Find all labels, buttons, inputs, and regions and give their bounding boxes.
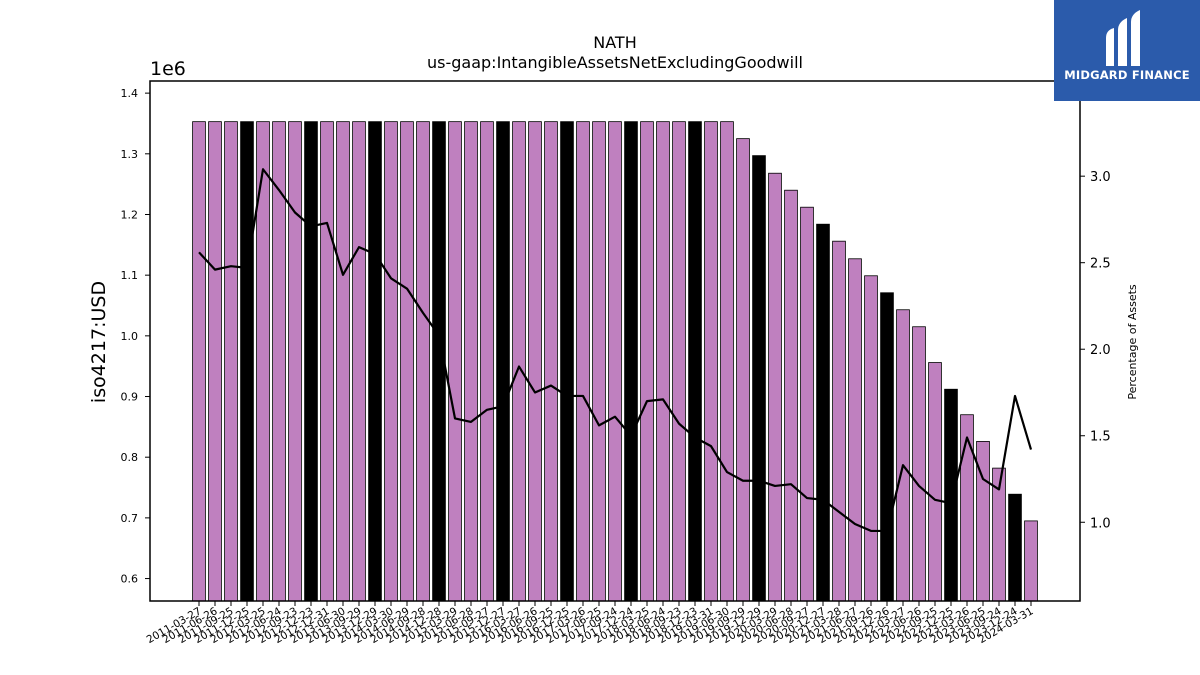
bar-2018-09-23 — [672, 121, 686, 602]
bar-2013-09-29 — [352, 121, 366, 602]
y-tick-label: 1.0 — [121, 330, 139, 343]
bar-2015-03-29 — [448, 121, 462, 602]
bar-2017-12-24 — [624, 121, 638, 602]
y-tick-label: 0.6 — [121, 573, 139, 586]
line-series-group — [198, 168, 1033, 533]
chart-subtitle: us-gaap:IntangibleAssetsNetExcludingGood… — [427, 53, 803, 72]
y-tick-label: 1.3 — [121, 148, 139, 161]
bar-2018-03-25 — [640, 121, 654, 602]
bar-2011-09-25 — [224, 121, 238, 602]
percentage-of-assets-line — [198, 168, 1033, 533]
bar-2018-06-24 — [656, 121, 670, 602]
bar-2012-12-31 — [320, 121, 334, 602]
bar-2016-06-26 — [528, 121, 542, 602]
bar-2016-03-27 — [512, 121, 526, 602]
bar-2015-09-27 — [480, 121, 494, 602]
y-tick-label: 1.2 — [121, 208, 139, 221]
bar-2011-03-27 — [192, 121, 206, 602]
y2-axis-label: Percentage of Assets — [1126, 284, 1139, 400]
bar-2012-06-24 — [272, 121, 286, 602]
bar-2022-12-25 — [944, 388, 958, 602]
bar-2019-06-30 — [720, 121, 734, 602]
bar-2022-09-25 — [928, 362, 942, 602]
bar-2020-12-27 — [816, 223, 830, 602]
bar-2021-06-27 — [848, 258, 862, 602]
bar-2022-03-27 — [896, 309, 910, 602]
x-axis: 2011-03-272011-06-262011-09-252011-12-25… — [145, 601, 1036, 646]
chart-title: NATH — [593, 33, 636, 52]
bar-2016-12-25 — [560, 121, 574, 602]
bar-2017-06-25 — [592, 121, 606, 602]
bar-2021-03-28 — [832, 240, 846, 602]
bar-2020-06-28 — [784, 189, 798, 602]
bar-2014-06-29 — [400, 121, 414, 602]
bar-2016-09-25 — [544, 121, 558, 602]
bar-2019-12-29 — [752, 155, 766, 602]
bar-2021-12-26 — [880, 292, 894, 602]
bar-2014-03-30 — [384, 121, 398, 602]
bar-2020-03-29 — [768, 172, 782, 602]
bar-2012-12-23 — [304, 121, 318, 602]
y-tick-label: 1.1 — [121, 269, 139, 282]
bar-2018-12-23 — [688, 121, 702, 602]
bar-group — [192, 121, 1038, 602]
bar-2017-09-24 — [608, 121, 622, 602]
y2-tick-label: 2.0 — [1090, 343, 1111, 358]
bar-2019-03-31 — [704, 121, 718, 602]
y2-tick-label: 2.5 — [1090, 257, 1111, 272]
midgard-finance-logo: MIDGARD FINANCE — [1054, 0, 1200, 101]
bar-2011-12-25 — [240, 121, 254, 602]
logo-text: MIDGARD FINANCE — [1064, 68, 1190, 82]
y-offset-label: 1e6 — [150, 58, 186, 80]
bar-2012-09-23 — [288, 121, 302, 602]
bar-2024-03-31 — [1024, 520, 1038, 602]
bar-2015-06-28 — [464, 121, 478, 602]
bar-2011-06-26 — [208, 121, 222, 602]
bar-2015-12-27 — [496, 121, 510, 602]
y-tick-label: 1.4 — [121, 87, 139, 100]
y-axis-label: iso4217:USD — [88, 281, 110, 403]
y2-axis: 1.0 1.5 2.0 2.5 3.0 — [1080, 170, 1111, 531]
bar-2022-06-26 — [912, 326, 926, 602]
bar-2017-03-26 — [576, 121, 590, 602]
y2-tick-label: 1.0 — [1090, 516, 1111, 531]
y-axis: 0.6 0.7 0.8 0.9 1.0 1.1 1.2 1.3 1.4 — [121, 87, 150, 586]
y2-tick-label: 3.0 — [1090, 170, 1111, 185]
midgard-logo-icon — [1106, 10, 1140, 66]
bar-2021-09-26 — [864, 275, 878, 602]
bar-2019-09-29 — [736, 138, 750, 602]
bar-2020-09-27 — [800, 206, 814, 602]
y2-tick-label: 1.5 — [1090, 430, 1111, 445]
bar-2023-03-26 — [960, 414, 974, 602]
bar-2013-12-29 — [368, 121, 382, 602]
bar-2013-06-30 — [336, 121, 350, 602]
y-tick-label: 0.7 — [121, 512, 139, 525]
y-tick-label: 0.8 — [121, 451, 139, 464]
bar-2014-09-28 — [416, 121, 430, 602]
y-tick-label: 0.9 — [121, 391, 139, 404]
bar-2023-12-24 — [1008, 493, 1022, 602]
